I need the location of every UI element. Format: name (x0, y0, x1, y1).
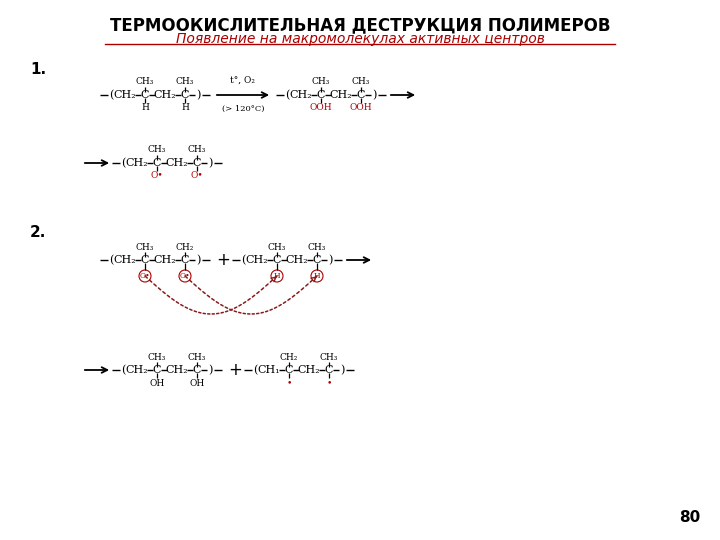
Text: ): ) (208, 158, 212, 168)
Text: CH₂: CH₂ (280, 353, 298, 361)
Text: H: H (181, 104, 189, 112)
Text: t°, O₂: t°, O₂ (230, 76, 256, 85)
Text: CH₃: CH₃ (188, 353, 206, 361)
Text: C: C (181, 255, 189, 265)
Text: CH₂: CH₂ (126, 365, 148, 375)
Text: ТЕРМООКИСЛИТЕЛЬНАЯ ДЕСТРУКЦИЯ ПОЛИМЕРОВ: ТЕРМООКИСЛИТЕЛЬНАЯ ДЕСТРУКЦИЯ ПОЛИМЕРОВ (109, 16, 611, 34)
Text: (> 120°C): (> 120°C) (222, 105, 264, 113)
Text: CH₂: CH₂ (289, 90, 312, 100)
Text: C: C (140, 255, 149, 265)
Text: CH₃: CH₃ (136, 242, 154, 252)
Text: CH₃: CH₃ (312, 78, 330, 86)
Text: C: C (181, 90, 189, 100)
Text: CH₂: CH₂ (114, 255, 136, 265)
Text: +: + (216, 251, 230, 269)
Text: ): ) (208, 365, 212, 375)
Text: CH₁: CH₁ (258, 365, 280, 375)
Text: •: • (287, 379, 292, 388)
Text: CH₃: CH₃ (308, 242, 326, 252)
Text: ): ) (328, 255, 332, 265)
Text: CH₂: CH₂ (153, 90, 176, 100)
Text: H: H (141, 104, 149, 112)
Text: (: ( (109, 255, 113, 265)
Text: H: H (274, 272, 280, 280)
Text: OOH: OOH (310, 104, 333, 112)
Text: CH₂: CH₂ (166, 365, 189, 375)
Text: CH₃: CH₃ (176, 78, 194, 86)
Text: (: ( (121, 365, 125, 375)
Text: C: C (356, 90, 365, 100)
Text: (: ( (121, 158, 125, 168)
Text: C: C (312, 255, 321, 265)
Text: O•: O• (180, 272, 190, 280)
Text: O•: O• (140, 272, 150, 280)
Text: CH₃: CH₃ (188, 145, 206, 154)
Text: •: • (326, 379, 332, 388)
Text: C: C (325, 365, 333, 375)
Text: CH₂: CH₂ (286, 255, 308, 265)
Text: C: C (193, 365, 202, 375)
Text: CH₃: CH₃ (320, 353, 338, 361)
Text: C: C (273, 255, 282, 265)
Text: CH₂: CH₂ (114, 90, 136, 100)
Text: C: C (153, 365, 161, 375)
Text: CH₃: CH₃ (148, 145, 166, 154)
Text: 80: 80 (679, 510, 700, 525)
Text: CH₂: CH₂ (246, 255, 269, 265)
Text: CH₂: CH₂ (166, 158, 189, 168)
Text: CH₂: CH₂ (330, 90, 352, 100)
Text: C: C (317, 90, 325, 100)
Text: CH₂: CH₂ (297, 365, 320, 375)
Text: ): ) (196, 255, 200, 265)
Text: C: C (140, 90, 149, 100)
Text: O•: O• (150, 172, 163, 180)
Text: CH₂: CH₂ (176, 242, 194, 252)
Text: (: ( (253, 365, 257, 375)
Text: C: C (193, 158, 202, 168)
Text: 2.: 2. (30, 225, 46, 240)
Text: ): ) (372, 90, 376, 100)
Text: C: C (284, 365, 293, 375)
Text: OOH: OOH (350, 104, 372, 112)
Text: (: ( (285, 90, 289, 100)
Text: CH₂: CH₂ (126, 158, 148, 168)
Text: CH₃: CH₃ (268, 242, 286, 252)
Text: C: C (153, 158, 161, 168)
Text: CH₂: CH₂ (153, 255, 176, 265)
Text: OH: OH (149, 379, 165, 388)
Text: H: H (314, 272, 320, 280)
Text: ): ) (340, 365, 344, 375)
Text: CH₃: CH₃ (148, 353, 166, 361)
Text: 1.: 1. (30, 62, 46, 77)
Text: ): ) (196, 90, 200, 100)
Text: (: ( (240, 255, 246, 265)
Text: Появление на макромолекулах активных центров: Появление на макромолекулах активных цен… (176, 32, 544, 46)
Text: +: + (228, 361, 242, 379)
Text: O•: O• (191, 172, 203, 180)
Text: CH₃: CH₃ (352, 78, 370, 86)
Text: OH: OH (189, 379, 204, 388)
Text: (: ( (109, 90, 113, 100)
Text: CH₃: CH₃ (136, 78, 154, 86)
